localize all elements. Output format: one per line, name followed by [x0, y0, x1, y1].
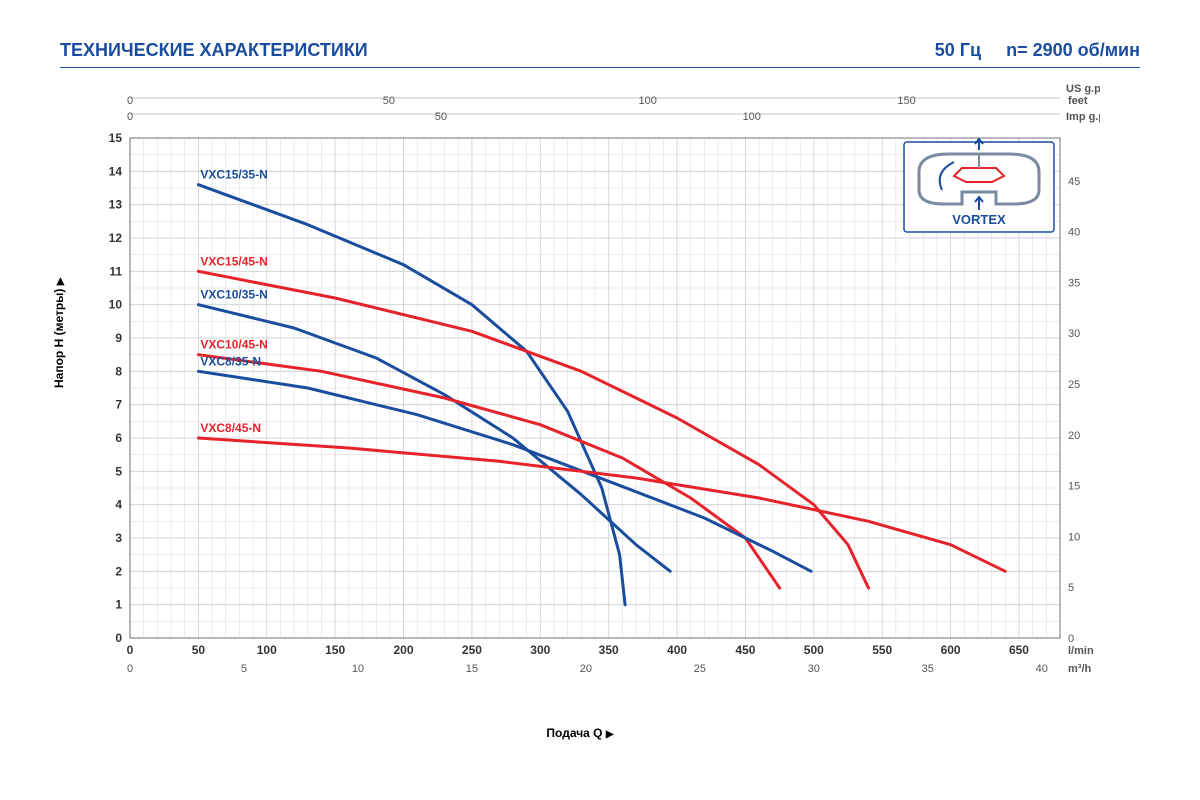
svg-text:50: 50 — [435, 111, 447, 123]
svg-text:0: 0 — [1068, 633, 1074, 645]
svg-text:m³/h: m³/h — [1068, 663, 1092, 675]
svg-text:30: 30 — [1068, 328, 1080, 340]
x-axis-label: Подача Q ▶ — [546, 726, 613, 740]
svg-text:10: 10 — [1068, 531, 1080, 543]
svg-text:15: 15 — [1068, 481, 1080, 493]
svg-text:40: 40 — [1036, 663, 1048, 675]
svg-text:25: 25 — [1068, 379, 1080, 391]
svg-text:US g.p.m.: US g.p.m. — [1066, 83, 1100, 95]
svg-text:200: 200 — [394, 643, 414, 657]
svg-text:350: 350 — [599, 643, 619, 657]
page-title: ТЕХНИЧЕСКИЕ ХАРАКТЕРИСТИКИ — [60, 40, 368, 61]
svg-text:8: 8 — [115, 364, 122, 378]
svg-text:30: 30 — [808, 663, 820, 675]
svg-text:0: 0 — [127, 663, 133, 675]
svg-text:250: 250 — [462, 643, 482, 657]
svg-text:100: 100 — [257, 643, 277, 657]
svg-text:35: 35 — [922, 663, 934, 675]
y-axis-label: Напор H (метры) ▶ — [52, 278, 66, 388]
svg-text:10: 10 — [352, 663, 364, 675]
svg-text:550: 550 — [872, 643, 892, 657]
svg-text:25: 25 — [694, 663, 706, 675]
svg-text:4: 4 — [115, 498, 122, 512]
svg-text:300: 300 — [530, 643, 550, 657]
svg-text:600: 600 — [941, 643, 961, 657]
svg-text:20: 20 — [580, 663, 592, 675]
svg-text:5: 5 — [115, 464, 122, 478]
svg-text:35: 35 — [1068, 277, 1080, 289]
svg-text:450: 450 — [735, 643, 755, 657]
svg-text:9: 9 — [115, 331, 122, 345]
svg-text:3: 3 — [115, 531, 122, 545]
svg-text:20: 20 — [1068, 430, 1080, 442]
svg-text:45: 45 — [1068, 176, 1080, 188]
svg-text:feet: feet — [1068, 95, 1088, 107]
chart-svg: 0123456789101112131415051015202530354045… — [60, 78, 1100, 718]
svg-text:VXC8/45-N: VXC8/45-N — [200, 421, 261, 435]
svg-text:14: 14 — [109, 164, 123, 178]
svg-text:6: 6 — [115, 431, 122, 445]
svg-text:0: 0 — [127, 95, 133, 107]
svg-text:0: 0 — [127, 111, 133, 123]
svg-text:VXC15/45-N: VXC15/45-N — [200, 254, 267, 268]
svg-text:VXC10/35-N: VXC10/35-N — [200, 288, 267, 302]
svg-text:l/min: l/min — [1068, 645, 1094, 657]
svg-text:15: 15 — [466, 663, 478, 675]
header: ТЕХНИЧЕСКИЕ ХАРАКТЕРИСТИКИ 50 Гц n= 2900… — [60, 40, 1140, 68]
svg-text:500: 500 — [804, 643, 824, 657]
spec-block: 50 Гц n= 2900 об/мин — [935, 40, 1140, 61]
svg-text:40: 40 — [1068, 227, 1080, 239]
svg-text:Imp g.p.m.: Imp g.p.m. — [1066, 111, 1100, 123]
svg-text:11: 11 — [109, 264, 122, 278]
svg-text:0: 0 — [115, 631, 122, 645]
svg-text:VXC8/35-N: VXC8/35-N — [200, 354, 261, 368]
svg-text:VXC15/35-N: VXC15/35-N — [200, 168, 267, 182]
svg-text:VXC10/45-N: VXC10/45-N — [200, 338, 267, 352]
svg-text:50: 50 — [383, 95, 395, 107]
freq-label: 50 Гц — [935, 40, 981, 60]
svg-text:50: 50 — [192, 643, 206, 657]
svg-text:5: 5 — [241, 663, 247, 675]
svg-text:150: 150 — [325, 643, 345, 657]
svg-text:VORTEX: VORTEX — [952, 212, 1006, 227]
rpm-label: n= 2900 об/мин — [1006, 40, 1140, 60]
svg-text:150: 150 — [897, 95, 915, 107]
svg-text:10: 10 — [109, 298, 123, 312]
svg-text:13: 13 — [109, 198, 123, 212]
svg-text:0: 0 — [127, 643, 134, 657]
svg-text:7: 7 — [115, 398, 122, 412]
svg-text:1: 1 — [115, 598, 122, 612]
svg-text:5: 5 — [1068, 582, 1074, 594]
svg-text:400: 400 — [667, 643, 687, 657]
svg-text:2: 2 — [115, 564, 122, 578]
pump-chart: Напор H (метры) ▶ 0123456789101112131415… — [60, 78, 1100, 738]
svg-text:15: 15 — [109, 131, 123, 145]
svg-text:650: 650 — [1009, 643, 1029, 657]
svg-text:12: 12 — [109, 231, 123, 245]
svg-text:100: 100 — [743, 111, 761, 123]
svg-text:100: 100 — [639, 95, 657, 107]
